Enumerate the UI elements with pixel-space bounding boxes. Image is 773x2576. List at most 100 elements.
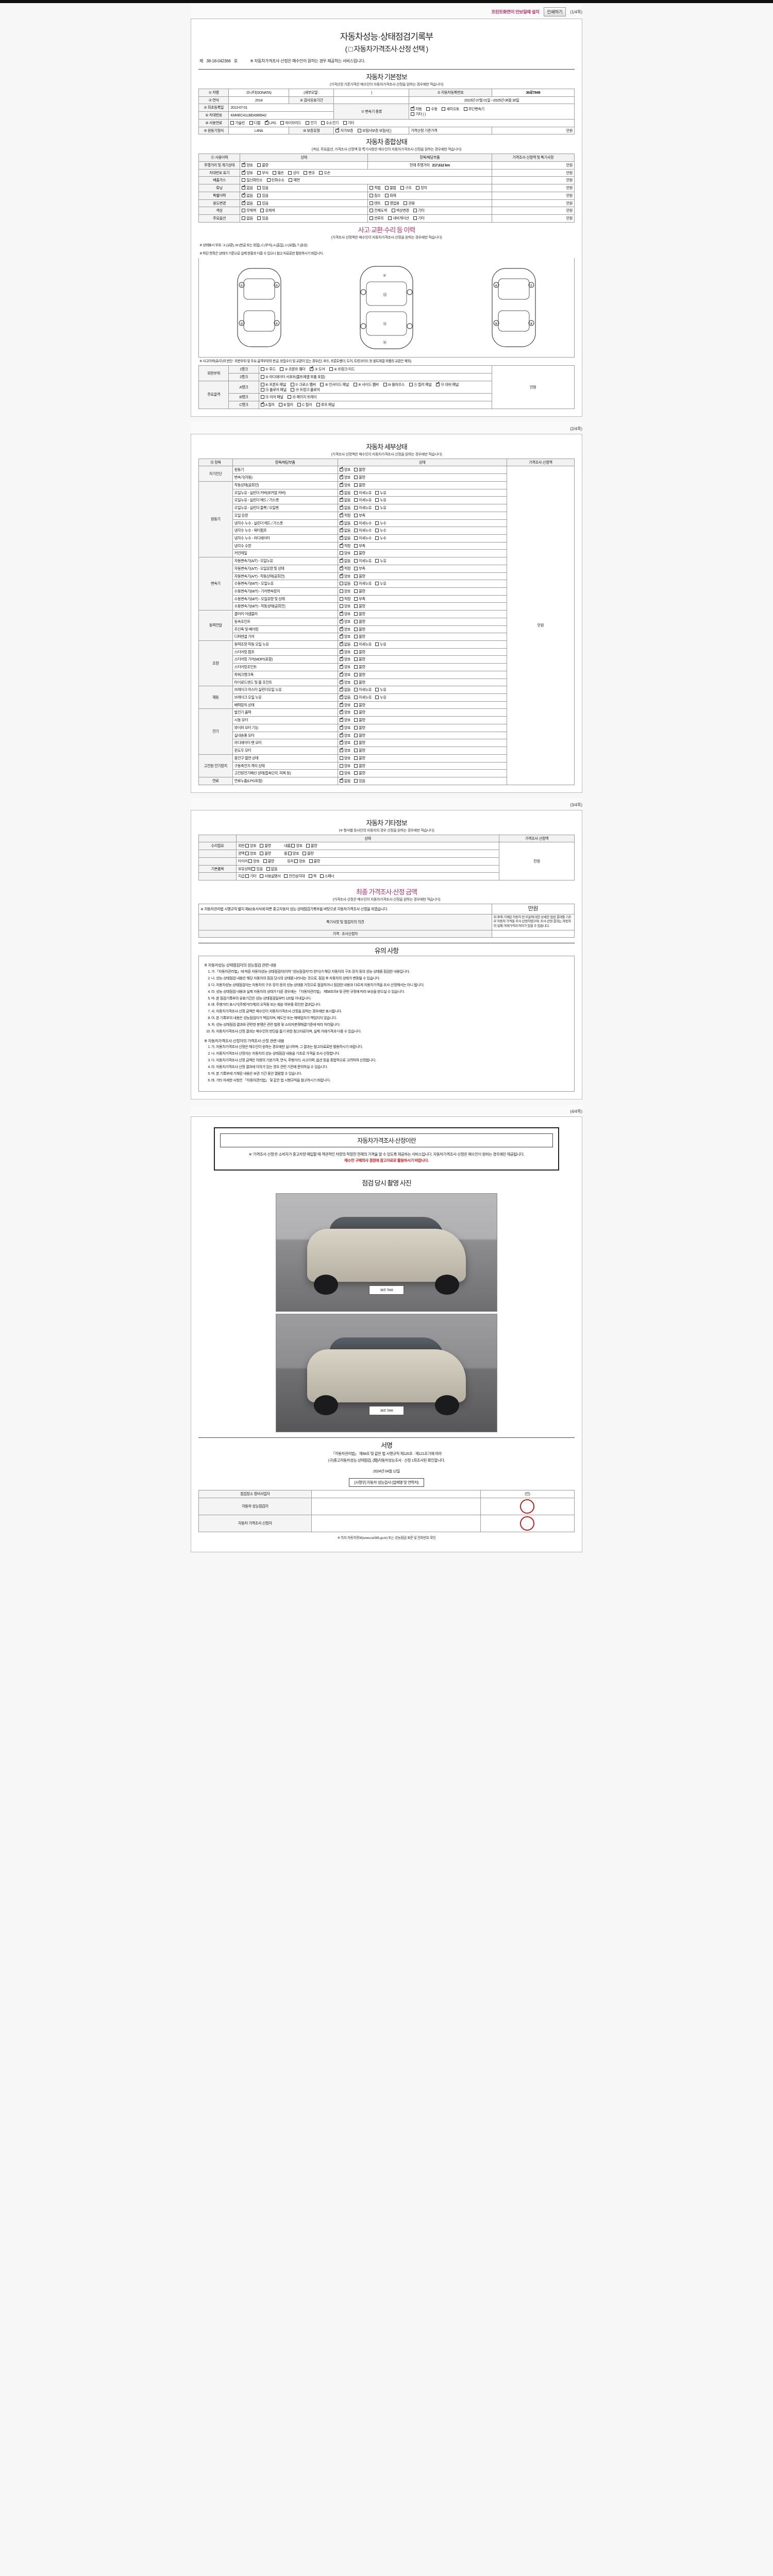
- checkbox-icon[interactable]: [339, 739, 343, 745]
- detail-opt-6-1-1[interactable]: 불량: [354, 718, 365, 723]
- detail-opt-7-2-1[interactable]: 불량: [354, 771, 365, 776]
- detail-opt-2-3-0[interactable]: 없음: [339, 581, 351, 586]
- detail-opt-2-1-1[interactable]: 부족: [354, 566, 365, 571]
- checkbox-icon[interactable]: [319, 171, 323, 175]
- checkbox-icon[interactable]: [290, 382, 294, 386]
- detail-opt-1-3-0[interactable]: 없음: [339, 504, 351, 511]
- detail-opt-2-4-1[interactable]: 불량: [354, 589, 365, 594]
- checkbox-icon[interactable]: [339, 732, 343, 737]
- checkbox-icon[interactable]: [303, 852, 307, 856]
- checkbox-icon[interactable]: [339, 504, 343, 510]
- detail-opt-7-2-0[interactable]: 양호: [339, 771, 351, 776]
- detail-opt-4-0-2[interactable]: 누유: [375, 642, 386, 647]
- checkbox-icon[interactable]: [353, 382, 357, 386]
- checkbox-icon[interactable]: [413, 216, 417, 221]
- checkbox-icon[interactable]: [411, 106, 415, 111]
- detail-opt-5-0-2[interactable]: 누유: [375, 687, 386, 692]
- detail-opt-4-4-1[interactable]: 불량: [354, 672, 365, 677]
- detail-opt-1-8-0[interactable]: 적정: [339, 543, 351, 549]
- checkbox-icon[interactable]: [354, 604, 358, 608]
- checkbox-icon[interactable]: [242, 178, 246, 182]
- detail-opt-1-1-0[interactable]: 없음: [339, 489, 351, 496]
- checkbox-icon[interactable]: [321, 121, 325, 125]
- etc-opt-2-0-0[interactable]: 양호: [248, 859, 260, 864]
- checkbox-icon[interactable]: [375, 529, 379, 533]
- checkbox-icon[interactable]: [257, 163, 261, 167]
- checkbox-icon[interactable]: [339, 535, 343, 540]
- detail-opt-5-0-1[interactable]: 미세누유: [354, 687, 372, 692]
- checkbox-icon[interactable]: [288, 171, 292, 175]
- trans-opt-cvt[interactable]: 무단변속기: [463, 107, 484, 112]
- etc-opt-0-1-1[interactable]: 불량: [306, 843, 317, 849]
- checkbox-icon[interactable]: [260, 852, 264, 856]
- checkbox-icon[interactable]: [339, 611, 343, 616]
- detail-opt-6-2-0[interactable]: 양호: [339, 724, 351, 731]
- checkbox-icon[interactable]: [354, 536, 358, 540]
- detail-opt-8-0-0[interactable]: 없음: [339, 777, 351, 784]
- checkbox-icon[interactable]: [354, 733, 358, 737]
- detail-opt-1-2-2[interactable]: 누유: [375, 498, 386, 503]
- detail-opt-1-8-1[interactable]: 부족: [354, 544, 365, 549]
- detail-opt-6-5-1[interactable]: 불량: [354, 748, 365, 753]
- checkbox-icon[interactable]: [354, 521, 358, 525]
- checkbox-icon[interactable]: [354, 468, 358, 472]
- checkbox-icon[interactable]: [409, 382, 413, 386]
- checkbox-icon[interactable]: [354, 506, 358, 510]
- checkbox-icon[interactable]: [442, 107, 446, 111]
- detail-opt-4-0-1[interactable]: 미세누유: [354, 642, 372, 647]
- detail-opt-6-0-0[interactable]: 양호: [339, 709, 351, 715]
- checkbox-icon[interactable]: [339, 626, 343, 631]
- checkbox-icon[interactable]: [248, 859, 253, 863]
- checkbox-icon[interactable]: [339, 565, 343, 570]
- checkbox-icon[interactable]: [242, 184, 246, 190]
- etc-opt-2-0-1[interactable]: 불량: [263, 859, 274, 864]
- checkbox-icon[interactable]: [310, 366, 314, 371]
- detail-opt-6-4-1[interactable]: 불량: [354, 740, 365, 745]
- checkbox-icon[interactable]: [266, 178, 271, 182]
- warranty-opt-self[interactable]: 자가보증: [335, 127, 354, 133]
- detail-opt-2-3-1[interactable]: 미세누유: [354, 581, 372, 586]
- checkbox-icon[interactable]: [436, 381, 440, 386]
- detail-opt-2-5-0[interactable]: 적정: [339, 597, 351, 602]
- checkbox-icon[interactable]: [339, 527, 343, 533]
- detail-opt-7-1-1[interactable]: 불량: [354, 764, 365, 769]
- checkbox-icon[interactable]: [416, 186, 420, 190]
- checkbox-icon[interactable]: [357, 128, 361, 132]
- checkbox-icon[interactable]: [375, 490, 379, 495]
- checkbox-icon[interactable]: [339, 771, 343, 775]
- checkbox-icon[interactable]: [339, 512, 343, 517]
- checkbox-icon[interactable]: [242, 170, 246, 175]
- detail-opt-1-2-0[interactable]: 없음: [339, 497, 351, 503]
- checkbox-icon[interactable]: [264, 120, 268, 125]
- trans-opt-other[interactable]: 기타 ( ): [411, 112, 426, 117]
- detail-opt-4-2-1[interactable]: 불량: [354, 657, 365, 662]
- checkbox-icon[interactable]: [280, 367, 284, 371]
- detail-opt-2-0-2[interactable]: 누유: [375, 558, 386, 564]
- etc-opt-4-0-2[interactable]: 안전삼각대: [284, 874, 305, 879]
- detail-opt-1-7-1[interactable]: 미세누수: [354, 536, 372, 541]
- detail-opt-1-6-0[interactable]: 없음: [339, 527, 351, 533]
- checkbox-icon[interactable]: [354, 483, 358, 487]
- checkbox-icon[interactable]: [354, 764, 358, 768]
- trans-opt-semi[interactable]: 세미오토: [442, 107, 460, 112]
- etc-opt-4-0-0[interactable]: 기타: [245, 874, 257, 879]
- fuel-opt-diesel[interactable]: 디젤: [249, 121, 260, 126]
- checkbox-icon[interactable]: [375, 696, 379, 700]
- checkbox-icon[interactable]: [257, 193, 261, 197]
- checkbox-icon[interactable]: [316, 403, 320, 407]
- detail-opt-2-2-1[interactable]: 불량: [354, 574, 365, 579]
- checkbox-icon[interactable]: [266, 867, 270, 871]
- detail-opt-5-1-2[interactable]: 누유: [375, 695, 386, 700]
- checkbox-icon[interactable]: [354, 650, 358, 654]
- checkbox-icon[interactable]: [339, 597, 343, 601]
- checkbox-icon[interactable]: [354, 476, 358, 480]
- checkbox-icon[interactable]: [339, 543, 343, 548]
- checkbox-icon[interactable]: [242, 162, 246, 167]
- detail-opt-2-0-1[interactable]: 미세누유: [354, 558, 372, 564]
- checkbox-icon[interactable]: [339, 724, 343, 730]
- checkbox-icon[interactable]: [354, 619, 358, 623]
- detail-opt-6-1-0[interactable]: 양호: [339, 717, 351, 723]
- checkbox-icon[interactable]: [257, 186, 261, 190]
- checkbox-icon[interactable]: [339, 618, 343, 623]
- checkbox-icon[interactable]: [375, 506, 379, 510]
